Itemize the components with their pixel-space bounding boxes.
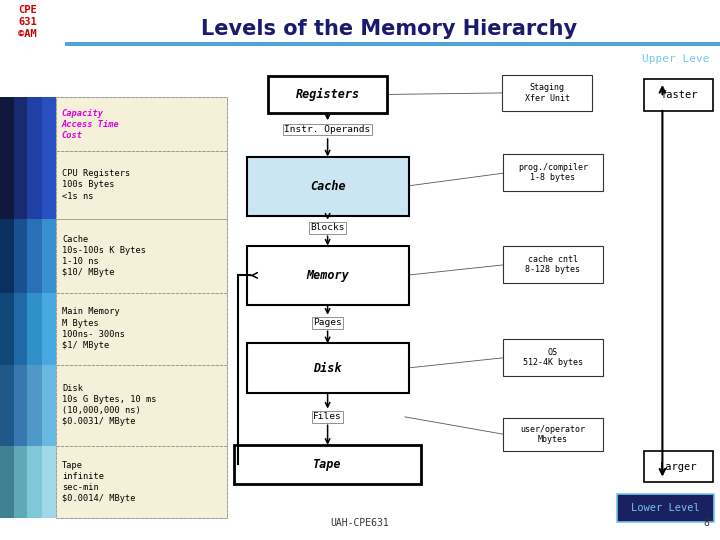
Bar	[0, 97, 14, 151]
Bar	[14, 151, 27, 219]
Text: Capacity
Access Time
Cost: Capacity Access Time Cost	[62, 109, 120, 140]
FancyBboxPatch shape	[503, 75, 593, 111]
Bar	[56, 219, 227, 293]
Text: Blocks: Blocks	[310, 224, 345, 232]
Text: user/operator
Mbytes: user/operator Mbytes	[521, 425, 585, 444]
Bar	[0, 446, 14, 518]
Bar	[56, 151, 227, 219]
Bar	[42, 97, 56, 151]
Bar	[14, 446, 27, 518]
Text: Memory: Memory	[306, 269, 349, 282]
FancyBboxPatch shape	[268, 76, 387, 113]
Bar	[14, 97, 27, 151]
Bar	[27, 151, 42, 219]
Text: Tape: Tape	[313, 458, 342, 471]
Text: faster: faster	[660, 90, 698, 100]
FancyBboxPatch shape	[503, 418, 603, 451]
FancyBboxPatch shape	[644, 451, 713, 482]
Bar	[42, 151, 56, 219]
Text: Registers: Registers	[295, 88, 360, 101]
Bar	[42, 219, 56, 293]
Bar	[0, 219, 14, 293]
FancyBboxPatch shape	[246, 246, 409, 305]
Bar	[56, 446, 227, 518]
Text: Lower Level: Lower Level	[631, 503, 700, 513]
FancyBboxPatch shape	[246, 157, 409, 216]
Bar	[56, 293, 227, 364]
FancyBboxPatch shape	[503, 154, 603, 191]
FancyBboxPatch shape	[503, 339, 603, 376]
Text: cache cntl
8-128 bytes: cache cntl 8-128 bytes	[526, 255, 580, 274]
Text: UAH-CPE631: UAH-CPE631	[330, 518, 390, 528]
FancyBboxPatch shape	[65, 42, 720, 46]
Text: Cache
10s-100s K Bytes
1-10 ns
$10/ MByte: Cache 10s-100s K Bytes 1-10 ns $10/ MByt…	[62, 234, 146, 277]
Bar	[27, 293, 42, 364]
Bar	[27, 97, 42, 151]
Bar	[42, 364, 56, 445]
Text: Levels of the Memory Hierarchy: Levels of the Memory Hierarchy	[201, 19, 577, 39]
Bar	[27, 219, 42, 293]
Text: Main Memory
M Bytes
100ns- 300ns
$1/ MByte: Main Memory M Bytes 100ns- 300ns $1/ MBy…	[62, 307, 125, 350]
Text: Disk: Disk	[313, 362, 342, 375]
Bar	[14, 219, 27, 293]
Text: Tape
infinite
sec-min
$0.0014/ MByte: Tape infinite sec-min $0.0014/ MByte	[62, 461, 135, 503]
Text: Instr. Operands: Instr. Operands	[284, 125, 371, 134]
Bar	[0, 293, 14, 364]
Text: CPE
631
©AM: CPE 631 ©AM	[18, 5, 37, 38]
Text: prog./compiler
1-8 bytes: prog./compiler 1-8 bytes	[518, 163, 588, 183]
Text: CPU Registers
100s Bytes
<1s ns: CPU Registers 100s Bytes <1s ns	[62, 170, 130, 200]
Text: Pages: Pages	[313, 319, 342, 327]
Bar	[0, 151, 14, 219]
Bar	[14, 364, 27, 445]
Text: Disk
10s G Bytes, 10 ms
(10,000,000 ns)
$0.0031/ MByte: Disk 10s G Bytes, 10 ms (10,000,000 ns) …	[62, 384, 156, 426]
Text: OS
512-4K bytes: OS 512-4K bytes	[523, 348, 583, 367]
FancyBboxPatch shape	[617, 494, 714, 522]
Bar	[27, 364, 42, 445]
Text: Upper Leve: Upper Leve	[642, 55, 709, 64]
Bar	[56, 97, 227, 151]
Bar	[42, 446, 56, 518]
Text: 8: 8	[703, 518, 709, 528]
Bar	[56, 97, 227, 518]
Bar	[0, 364, 14, 445]
FancyBboxPatch shape	[644, 79, 713, 111]
FancyBboxPatch shape	[246, 343, 409, 393]
Text: Files: Files	[313, 413, 342, 421]
FancyBboxPatch shape	[234, 445, 421, 484]
FancyBboxPatch shape	[503, 246, 603, 283]
Text: Larger: Larger	[660, 462, 698, 471]
Bar	[56, 364, 227, 445]
Text: Staging
Xfer Unit: Staging Xfer Unit	[525, 83, 570, 103]
Bar	[27, 446, 42, 518]
Bar	[14, 293, 27, 364]
Bar	[42, 293, 56, 364]
Text: Cache: Cache	[310, 180, 346, 193]
